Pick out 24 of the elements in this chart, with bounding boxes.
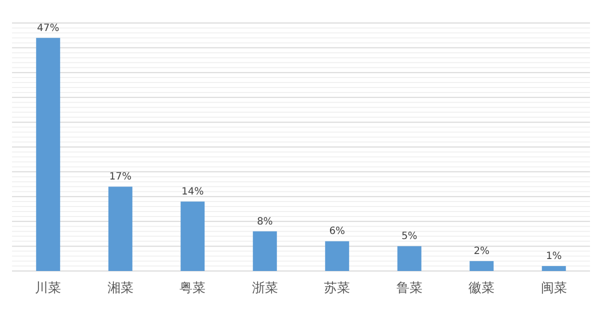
data-label: 17%: [109, 172, 132, 183]
x-tick-label: 苏菜: [324, 281, 350, 296]
data-label: 2%: [474, 246, 490, 258]
bar: [36, 38, 60, 271]
data-label: 47%: [37, 22, 60, 34]
data-label: 5%: [401, 231, 418, 242]
bar: [252, 231, 277, 271]
data-label: 6%: [329, 226, 346, 238]
x-tick-label: 粤菜: [180, 281, 206, 296]
x-tick-label: 湘菜: [107, 281, 134, 296]
x-tick-label: 浙菜: [252, 281, 278, 296]
bar: [470, 261, 494, 271]
bar: [325, 241, 350, 271]
bar: [108, 186, 132, 271]
data-label: 14%: [182, 186, 204, 198]
bar: [397, 246, 422, 271]
x-tick-label: 鲁菜: [396, 281, 422, 296]
data-label: 1%: [546, 251, 562, 262]
x-tick-label: 徽菜: [468, 281, 495, 296]
data-label: 8%: [256, 216, 273, 228]
bar: [180, 202, 205, 271]
x-tick-label: 闽菜: [540, 281, 567, 296]
bar: [542, 266, 566, 271]
x-tick-label: 川菜: [35, 281, 62, 296]
